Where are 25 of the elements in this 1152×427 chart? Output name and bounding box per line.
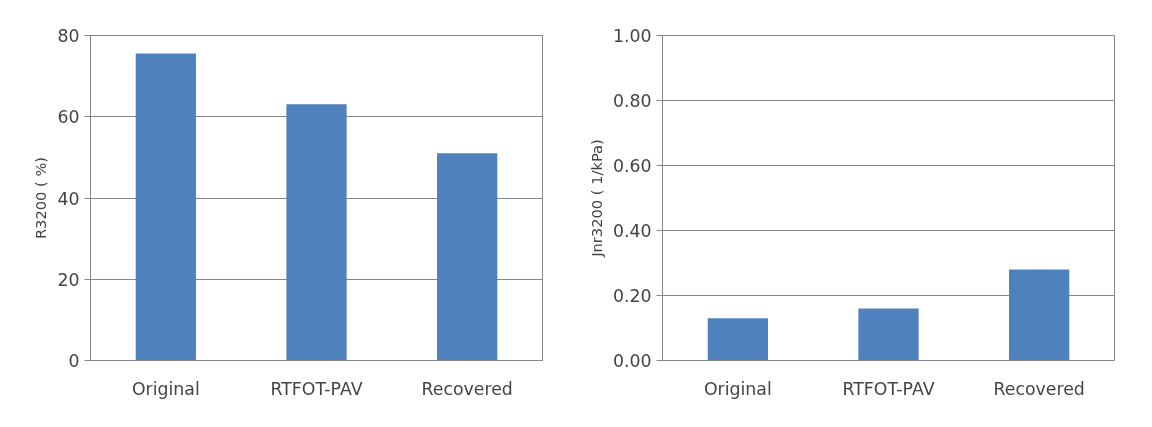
y-tick-label: 0.40 bbox=[612, 221, 652, 241]
y-tick-label: 0.20 bbox=[612, 286, 652, 306]
y-tick-label: 80 bbox=[57, 26, 80, 46]
y-tick-label: 0.60 bbox=[612, 156, 652, 176]
y-tick-label: 20 bbox=[57, 269, 80, 290]
y-tick-label: 0.00 bbox=[612, 351, 652, 371]
y-tick-label: 0.80 bbox=[612, 91, 652, 111]
bar bbox=[286, 104, 347, 361]
y-tick-label: 0 bbox=[68, 351, 80, 371]
bar bbox=[707, 318, 768, 361]
x-tick-label: RTFOT-PAV bbox=[842, 378, 935, 399]
bar bbox=[1009, 269, 1070, 361]
y-tick-label: 60 bbox=[57, 107, 80, 128]
bar bbox=[135, 53, 196, 361]
bar bbox=[858, 308, 919, 361]
x-tick-label: RTFOT-PAV bbox=[270, 378, 363, 399]
x-tick-label: Original bbox=[703, 378, 772, 399]
y-axis-title: Jnr3200 ( 1/kPa) bbox=[587, 139, 605, 258]
x-tick-label: Recovered bbox=[993, 378, 1085, 399]
x-tick-label: Original bbox=[131, 378, 200, 399]
y-tick-label: 40 bbox=[57, 188, 80, 209]
x-tick-label: Recovered bbox=[421, 378, 513, 399]
bar bbox=[437, 153, 498, 361]
y-axis-title: R3200 ( %) bbox=[32, 156, 50, 240]
y-tick-label: 1.00 bbox=[612, 26, 652, 46]
